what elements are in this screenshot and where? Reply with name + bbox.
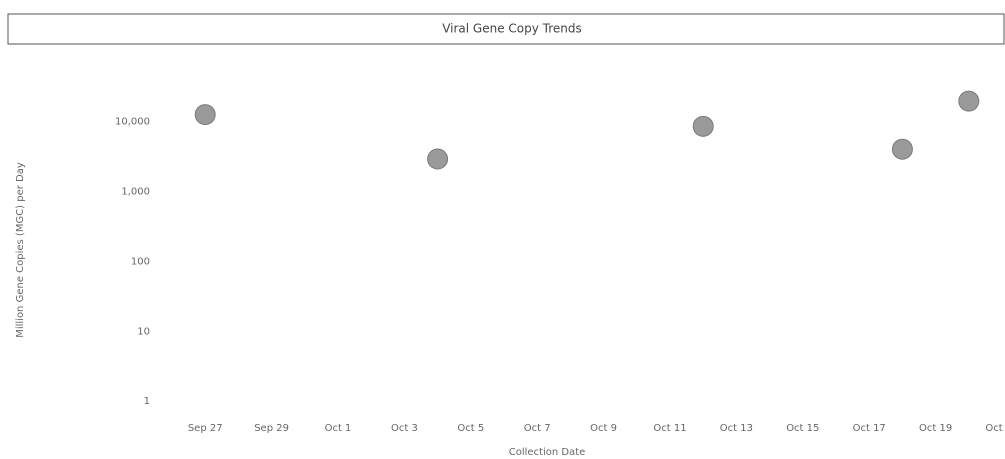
x-tick-label: Oct 15 (786, 423, 819, 434)
point (194, 104, 216, 126)
point (692, 115, 714, 137)
x-tick-label: Oct 9 (590, 423, 617, 434)
x-tick-label: Sep 27 (188, 423, 223, 434)
x-tick-label: Oct 1 (325, 423, 352, 434)
x-tick-label: Oct 17 (853, 423, 886, 434)
x-tick-label: Oct 11 (653, 423, 686, 434)
y-axis-label: Million Gene Copies (MGC) per Day (15, 162, 26, 338)
y-tick-label: 1,000 (121, 186, 150, 197)
y-tick-label: 10,000 (115, 116, 150, 127)
point (427, 148, 449, 170)
x-tick-label: Oct 21 (985, 423, 1005, 434)
x-tick-label: Sep 29 (254, 423, 289, 434)
point (958, 90, 980, 112)
x-tick-label: Oct 5 (457, 423, 484, 434)
y-tick-label: 100 (131, 256, 150, 267)
x-tick-label: Oct 19 (919, 423, 952, 434)
x-axis-label: Collection Date (509, 447, 586, 458)
x-tick-label: Oct 7 (524, 423, 551, 434)
y-tick-label: 10 (137, 326, 150, 337)
x-tick-label: Oct 13 (720, 423, 753, 434)
chart-title: Viral Gene Copy Trends (442, 22, 582, 36)
y-tick-label: 1 (144, 396, 150, 407)
title-box (7, 13, 1005, 45)
point (891, 138, 913, 160)
x-tick-label: Oct 3 (391, 423, 418, 434)
